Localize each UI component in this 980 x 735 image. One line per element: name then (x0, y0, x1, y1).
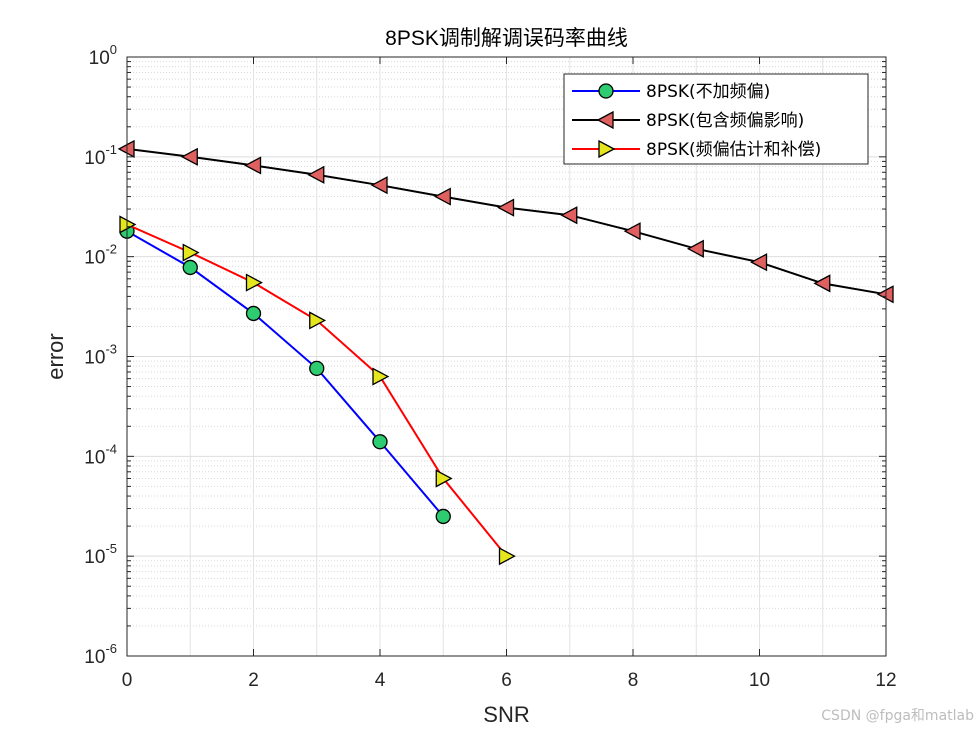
y-axis-label: error (43, 333, 68, 379)
x-tick-label: 12 (875, 670, 896, 691)
data-point (180, 147, 198, 166)
chart-title: 8PSK调制解调误码率曲线 (385, 27, 628, 50)
series-line (126, 230, 445, 518)
legend-label: 8PSK(频偏估计和补偿) (646, 140, 821, 160)
data-point (598, 83, 614, 99)
y-tick-label: 10-6 (84, 641, 117, 668)
y-tick-label: 10-5 (84, 541, 117, 568)
data-point (497, 198, 515, 217)
data-point (435, 469, 453, 488)
x-tick-label: 8 (628, 670, 639, 691)
legend-label: 8PSK(包含频偏影响) (646, 111, 804, 131)
x-tick-label: 0 (122, 670, 133, 691)
legend-entry-1: 8PSK(不加频偏) (572, 82, 770, 102)
data-point (813, 274, 831, 293)
data-point (245, 273, 263, 292)
data-point (307, 165, 325, 184)
data-point (309, 311, 327, 330)
x-axis-label: SNR (483, 702, 529, 727)
data-point (372, 434, 388, 450)
data-point (244, 156, 262, 175)
x-tick-label: 2 (248, 670, 259, 691)
data-point (596, 110, 614, 130)
y-tick-label: 10-4 (84, 441, 117, 468)
data-point (750, 253, 768, 272)
y-tick-label: 10-3 (84, 342, 117, 369)
y-tick-labels: 10-6 10-5 10-4 10-3 10-2 10-1 100 (84, 42, 117, 668)
data-point (560, 206, 578, 225)
legend-label: 8PSK(不加频偏) (646, 82, 770, 102)
y-tick-label: 10-1 (84, 142, 117, 169)
series-3 (119, 215, 516, 566)
data-point (245, 305, 262, 322)
legend-entry-2: 8PSK(包含频偏影响) (572, 110, 804, 131)
y-tick-label: 10-2 (84, 242, 117, 269)
legend-entry-3: 8PSK(频偏估计和补偿) (572, 139, 821, 160)
data-point (370, 176, 388, 195)
data-point (598, 139, 616, 159)
x-tick-label: 4 (375, 670, 386, 691)
watermark: CSDN @fpga和matlab (821, 708, 974, 724)
data-point (623, 222, 641, 241)
data-point (182, 259, 198, 276)
data-point (182, 243, 200, 262)
y-tick-label: 100 (89, 42, 117, 69)
data-point (433, 187, 451, 206)
data-point (686, 239, 704, 258)
ticks-layer (126, 56, 887, 657)
data-point (498, 547, 516, 566)
x-tick-label: 6 (501, 670, 512, 691)
x-tick-label: 10 (749, 670, 770, 691)
data-point (309, 360, 325, 377)
data-point (372, 367, 390, 386)
legend: 8PSK(不加频偏) 8PSK(包含频偏影响) 8PSK(频偏估计和补偿) (563, 73, 869, 165)
legend-entries: 8PSK(不加频偏) 8PSK(包含频偏影响) 8PSK(频偏估计和补偿) (572, 82, 821, 160)
x-tick-labels: 0 2 4 6 8 10 12 (122, 670, 897, 691)
data-point (435, 508, 451, 525)
